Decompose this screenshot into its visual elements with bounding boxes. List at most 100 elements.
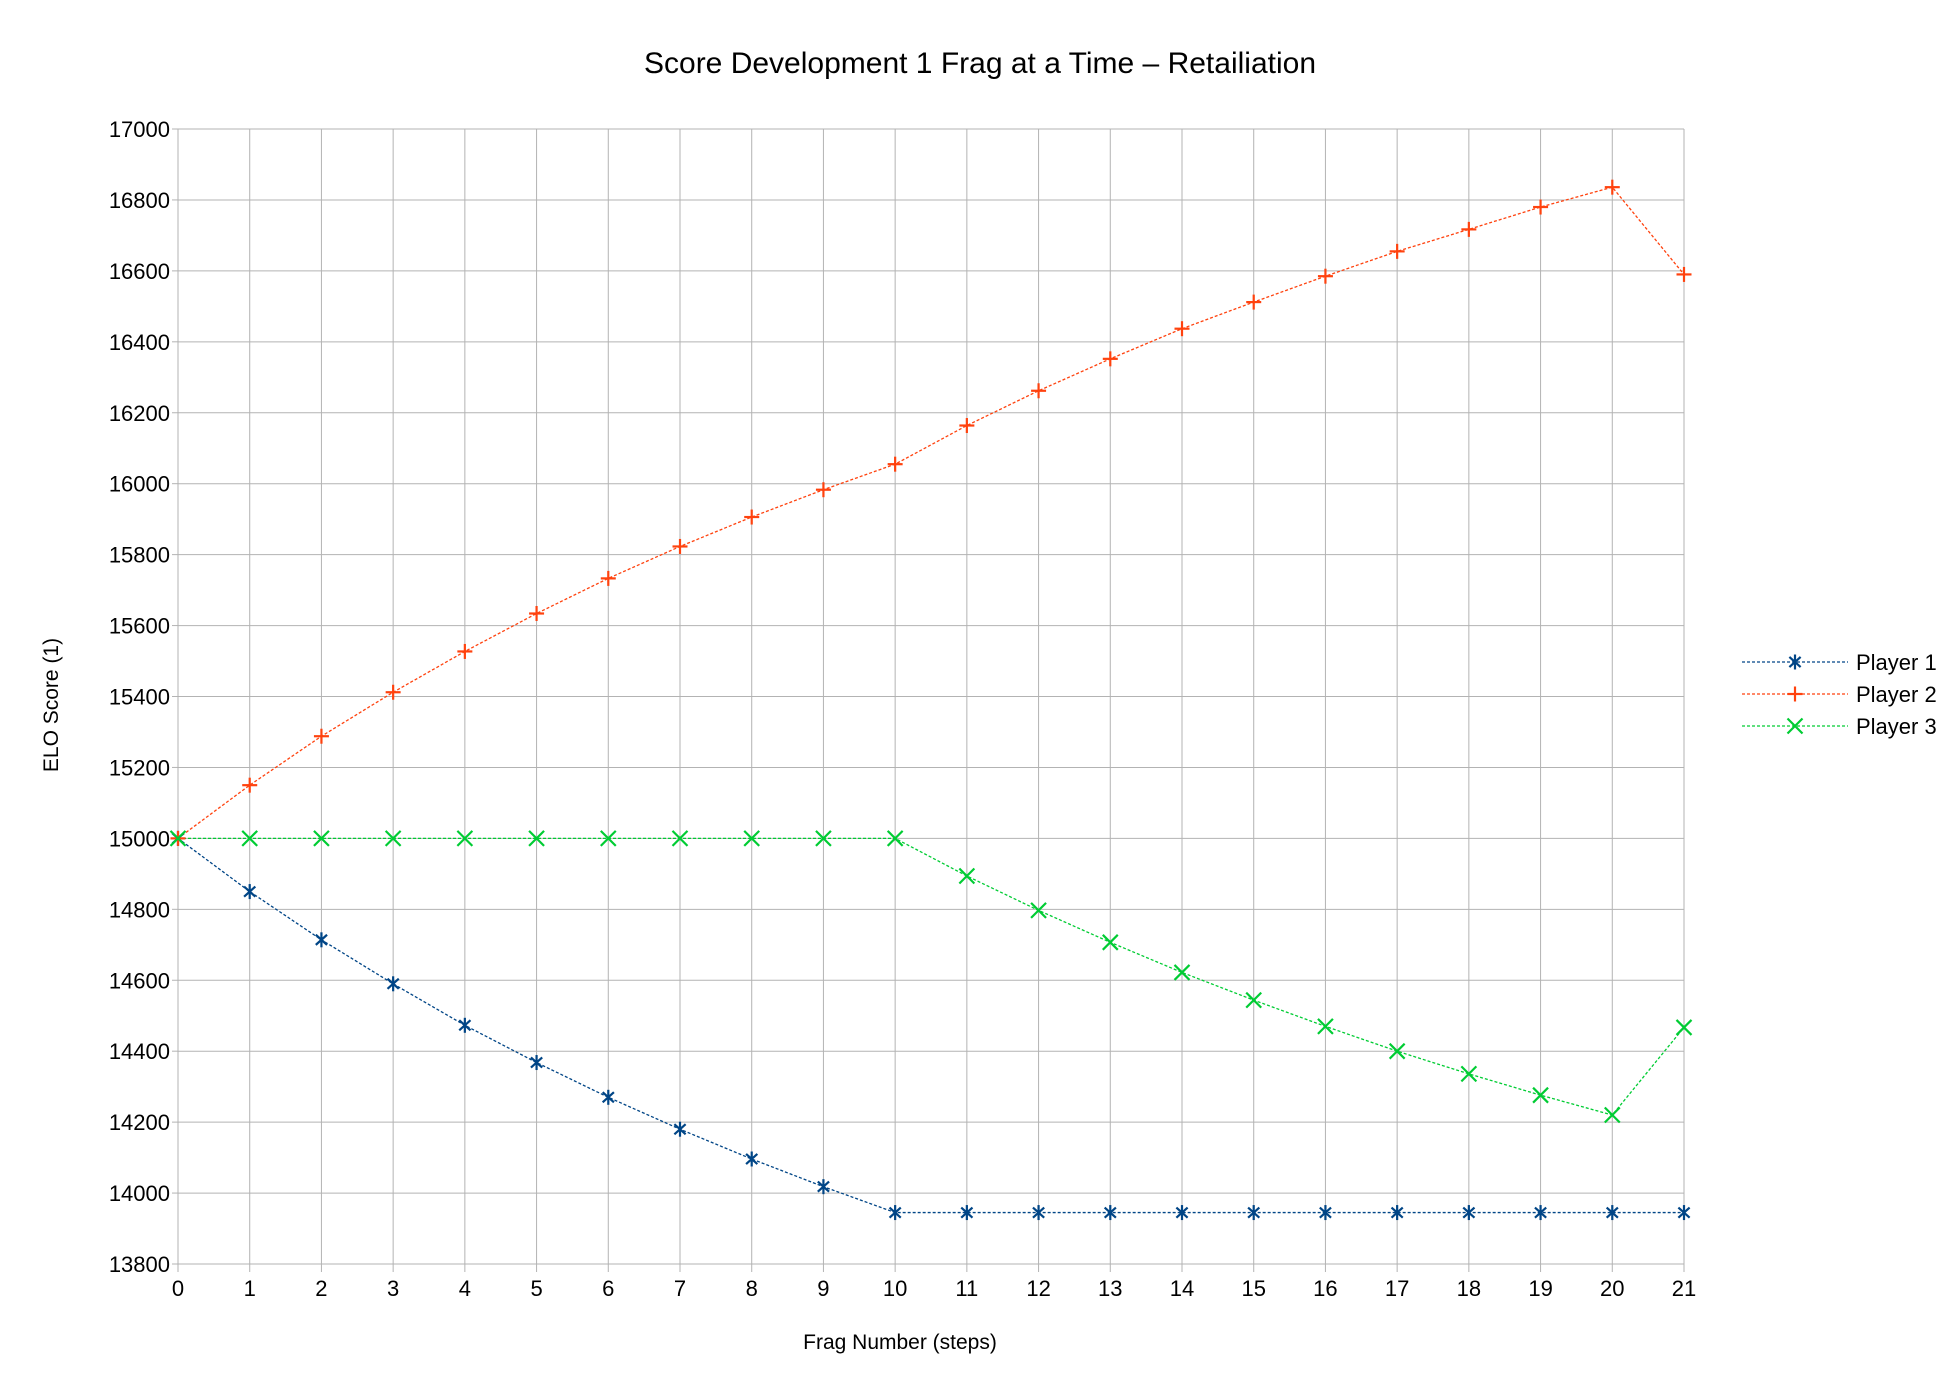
player-3-point [671, 830, 689, 847]
y-tick-label: 17000 [109, 117, 170, 142]
x-tick-label: 8 [746, 1276, 758, 1301]
tick-labels: 1380014000142001440014600148001500015200… [109, 117, 1696, 1301]
x-tick-label: 9 [817, 1276, 829, 1301]
player-3-point [1030, 902, 1047, 919]
player-2-point [1031, 383, 1047, 399]
y-tick-label: 14600 [109, 968, 170, 993]
player-2-point [744, 509, 760, 525]
player-1-point [745, 1151, 759, 1167]
grid [172, 128, 1685, 1272]
player-1-point [1390, 1205, 1404, 1221]
series-markers [169, 179, 1693, 1221]
player-1-point [1605, 1205, 1619, 1221]
player-3-point [1388, 1042, 1406, 1060]
player-3-point [815, 830, 832, 847]
x-tick-label: 19 [1528, 1276, 1552, 1301]
player-3-point [1245, 991, 1262, 1009]
x-tick-label: 16 [1313, 1276, 1337, 1301]
y-tick-label: 15000 [109, 826, 170, 851]
player-1-point [1247, 1205, 1261, 1221]
player-2-point [457, 643, 473, 659]
x-tick-label: 12 [1026, 1276, 1050, 1301]
x-tick-label: 4 [459, 1276, 471, 1301]
y-tick-label: 16600 [109, 259, 170, 284]
x-tick-label: 6 [602, 1276, 614, 1301]
chart-title: Score Development 1 Frag at a Time – Ret… [644, 47, 1316, 80]
player-2-line [177, 186, 1685, 839]
y-tick-label: 15800 [109, 543, 170, 568]
y-tick-label: 16000 [109, 472, 170, 497]
player-1-point [386, 976, 400, 992]
legend-label: Player 3 [1856, 714, 1937, 739]
x-tick-label: 0 [172, 1276, 184, 1301]
x-tick-label: 20 [1600, 1276, 1624, 1301]
player-3-point [1532, 1086, 1549, 1104]
legend-swatch-marker [1788, 654, 1802, 670]
player-1-point [1534, 1205, 1547, 1221]
x-tick-label: 3 [387, 1276, 399, 1301]
player-1-point [458, 1017, 472, 1033]
player-3-point [1173, 964, 1191, 981]
y-tick-label: 14200 [109, 1110, 170, 1135]
player-3-point [1317, 1018, 1334, 1035]
player-3-point [241, 830, 258, 847]
player-1-point [817, 1179, 830, 1195]
player-3-point [1604, 1106, 1621, 1124]
y-axis-title: ELO Score (1) [40, 638, 63, 772]
legend-swatch-marker [1786, 717, 1804, 735]
player-3-line [178, 837, 1685, 1116]
player-3-point [169, 830, 187, 847]
player-2-point [242, 777, 258, 793]
legend-swatch-marker [1787, 686, 1803, 702]
legend-item-player-3: Player 3 [1742, 714, 1937, 739]
player-3-point [958, 867, 976, 885]
series-lines [177, 186, 1685, 1214]
player-2-point [529, 606, 545, 622]
player-3-point [1460, 1065, 1478, 1083]
player-2-point [1676, 266, 1692, 282]
y-tick-label: 14000 [109, 1181, 170, 1206]
player-2-point [1604, 179, 1620, 195]
legend-label: Player 1 [1856, 650, 1937, 675]
y-tick-label: 14400 [109, 1039, 170, 1064]
player-1-point [601, 1089, 615, 1105]
player-2-point [1102, 351, 1118, 367]
player-1-point [960, 1205, 974, 1221]
x-axis-title: Frag Number (steps) [803, 1331, 997, 1354]
player-1-point [1462, 1205, 1476, 1221]
player-2-point [1174, 321, 1190, 337]
player-3-point [528, 830, 545, 847]
x-tick-label: 15 [1241, 1276, 1265, 1301]
y-tick-label: 13800 [109, 1252, 170, 1277]
player-3-point [456, 830, 474, 847]
player-1-point [888, 1205, 902, 1221]
player-2-point [1317, 268, 1333, 284]
y-tick-label: 15600 [109, 614, 170, 639]
y-tick-label: 15400 [109, 685, 170, 710]
x-tick-label: 14 [1170, 1276, 1194, 1301]
player-3-point [1675, 1019, 1693, 1036]
player-2-point [1246, 294, 1262, 310]
legend-item-player-1: Player 1 [1742, 650, 1937, 675]
x-tick-label: 18 [1457, 1276, 1481, 1301]
x-tick-label: 1 [244, 1276, 256, 1301]
player-1-point [1319, 1205, 1332, 1221]
player-3-point [886, 830, 904, 847]
x-tick-label: 10 [883, 1276, 907, 1301]
x-tick-label: 11 [955, 1276, 978, 1301]
x-tick-label: 17 [1385, 1276, 1409, 1301]
player-3-point [743, 830, 760, 847]
player-2-point [313, 728, 329, 744]
y-tick-label: 16800 [109, 188, 170, 213]
player-2-point [887, 456, 903, 472]
legend: Player 1 Player 2 Player 3 [1742, 650, 1937, 739]
player-3-point [1102, 934, 1119, 951]
player-3-point [600, 830, 617, 847]
player-1-point [243, 884, 257, 900]
x-tick-label: 21 [1672, 1276, 1696, 1301]
player-2-point [1533, 199, 1549, 215]
player-3-point [384, 830, 402, 847]
legend-item-player-2: Player 2 [1742, 682, 1937, 707]
